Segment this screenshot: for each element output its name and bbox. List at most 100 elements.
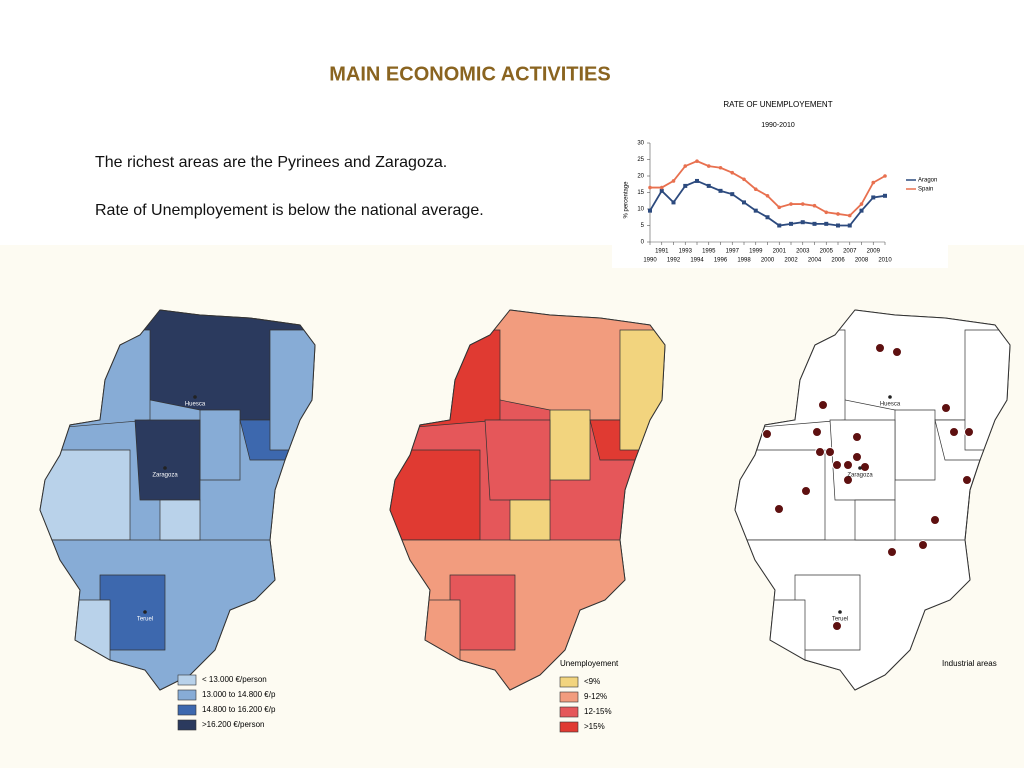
map-outline [734,309,1011,691]
x-tick-label: 2007 [843,249,857,255]
city-label: Zaragoza [847,473,873,479]
point [800,220,805,225]
point [800,202,805,206]
city-marker [858,466,862,470]
region [159,499,201,541]
industrial-area [832,621,842,631]
paragraph: The richest areas are the Pyrinees and Z… [95,154,447,171]
city-label: Teruel [137,617,153,623]
legend-label: 13.000 to 14.800 €/p [202,690,276,699]
city-marker [193,395,197,399]
x-tick-label: 2001 [773,249,787,255]
x-tick-label: 1995 [702,249,716,255]
legend-label: >15% [584,722,605,731]
legend-swatch [177,719,197,731]
region [894,409,936,481]
point [706,183,711,188]
legend-label: 12-15% [584,707,612,716]
industrial-area [762,429,772,439]
industrial-area [774,504,784,514]
x-tick-label: 1994 [690,258,704,264]
region [854,499,896,541]
point [718,188,723,193]
map-outline [39,309,316,691]
industrial-area [843,475,853,485]
chart-title: RATE OF UNEMPLOYEMENT [723,100,832,109]
point [883,193,887,198]
city-marker [143,610,147,614]
point [836,212,840,216]
city-label: Huesca [185,402,206,408]
industrial-area [875,343,885,353]
industrial-area [918,540,928,550]
industrial-area [825,447,835,457]
point [659,188,664,193]
point [659,185,664,190]
point [671,200,676,205]
legend-swatch [559,676,579,688]
point [683,164,688,168]
chart-panel [612,88,948,268]
point [730,170,735,175]
point [765,215,770,220]
legend-swatch [177,689,197,701]
paragraph: Rate of Unemployement is below the natio… [95,202,484,219]
y-tick-label: 10 [637,207,644,213]
legend-label: Spain [918,187,933,193]
point [683,183,688,188]
x-tick-label: 1999 [749,249,763,255]
legend-swatch [177,704,197,716]
industrial-area [843,460,853,470]
x-tick-label: 1996 [714,258,728,264]
point [648,185,652,190]
point [871,180,876,185]
industrial-area [962,475,972,485]
x-tick-label: 1998 [737,258,751,264]
y-tick-label: 5 [641,223,645,229]
x-tick-label: 2009 [867,249,881,255]
x-tick-label: 1990 [643,258,657,264]
city-marker [888,395,892,399]
industrial-area [941,403,951,413]
industrial-area [815,447,825,457]
y-axis-label: % percentage [624,181,630,219]
industrial-area [892,347,902,357]
point [648,208,652,213]
point [718,165,723,170]
legend-swatch [559,691,579,703]
legend-label: 9-12% [584,692,607,701]
region [484,419,551,501]
city-marker [838,610,842,614]
x-tick-label: 2010 [878,258,892,264]
legend-swatch [177,674,197,686]
x-tick-label: 2002 [784,258,798,264]
industrial-area [930,515,940,525]
legend-label: >16.200 €/person [202,720,265,729]
x-tick-label: 2006 [831,258,845,264]
x-tick-label: 1991 [655,249,669,255]
point [812,221,817,226]
x-tick-label: 2003 [796,249,810,255]
point [730,192,735,197]
legend-label: < 13.000 €/person [202,675,267,684]
x-tick-label: 2004 [808,258,822,264]
city-label: Zaragoza [152,473,178,479]
y-tick-label: 20 [637,174,644,180]
x-tick-label: 1997 [726,249,740,255]
industrial-area [818,400,828,410]
city-label: Teruel [832,617,848,623]
x-tick-label: 2005 [820,249,834,255]
map: Huesca Zaragoza Teruel [734,309,1011,691]
y-tick-label: 30 [637,141,644,147]
point [871,195,876,200]
y-tick-label: 0 [641,240,645,246]
point [789,221,793,226]
point [859,208,864,213]
x-tick-label: 2000 [761,258,775,264]
point [847,223,852,228]
legend-label: <9% [584,677,600,686]
industrial-area [852,452,862,462]
industrial-area [801,486,811,496]
x-tick-label: 1993 [679,249,693,255]
industrial-area [852,432,862,442]
